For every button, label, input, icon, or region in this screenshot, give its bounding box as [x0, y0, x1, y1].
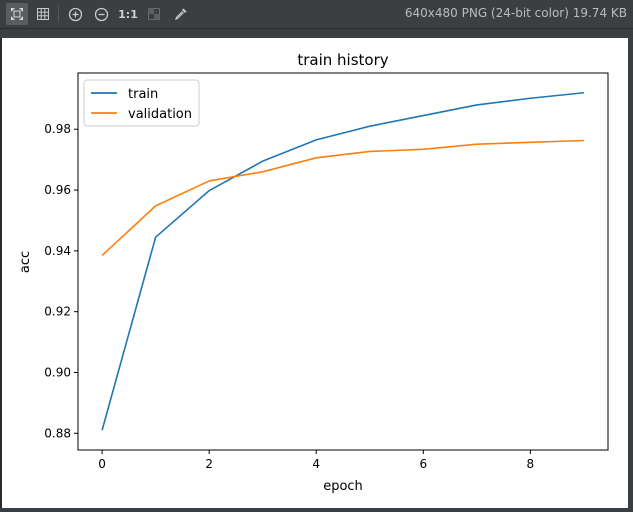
color-picker-icon[interactable] — [170, 3, 192, 25]
axes-frame — [77, 72, 609, 451]
x-axis-label: epoch — [323, 479, 363, 494]
x-tick-label: 2 — [205, 457, 213, 471]
y-tick-label: 0.90 — [44, 365, 71, 379]
legend-box — [83, 79, 200, 127]
fit-to-window-icon[interactable] — [6, 3, 28, 25]
x-tick-label: 4 — [312, 457, 320, 471]
y-tick-label: 0.94 — [44, 244, 71, 258]
image-canvas: train history 0 2 4 6 8 0.88 0.90 0.92 0.94 0.96 0… — [2, 38, 628, 508]
y-axis-label: acc — [18, 251, 33, 273]
y-tick-label: 0.88 — [44, 426, 71, 440]
x-tick-label: 8 — [527, 457, 535, 471]
canvas-border — [0, 38, 2, 508]
axis-ticks: 0 2 4 6 8 0.88 0.90 0.92 0.94 0.96 0.98 — [44, 122, 534, 471]
zoom-out-icon[interactable] — [90, 3, 112, 25]
grid-icon[interactable] — [32, 3, 54, 25]
chart: train history 0 2 4 6 80.880.900.920.940.960… — [2, 38, 628, 508]
actual-size-button[interactable]: 1:1 — [116, 3, 140, 25]
x-tick-label: 0 — [98, 457, 106, 471]
chart-title: train history — [297, 51, 388, 69]
background-toggle-icon[interactable] — [143, 3, 165, 25]
y-tick-label: 0.92 — [44, 305, 71, 319]
y-tick-label: 0.96 — [44, 183, 71, 197]
viewer-toolbar: 1:1 640x480 PNG (24-bit color) 19.74 KB — [0, 0, 633, 29]
toolbar-divider — [58, 6, 59, 22]
series-line-train — [101, 91, 584, 431]
series-lines — [101, 91, 584, 431]
actual-size-label: 1:1 — [118, 7, 138, 21]
y-tick-label: 0.98 — [44, 122, 71, 136]
legend-label: validation — [128, 107, 192, 122]
legend: train validation — [83, 79, 200, 127]
legend-label: train — [128, 87, 158, 102]
image-info: 640x480 PNG (24-bit color) 19.74 KB — [404, 6, 627, 20]
zoom-in-icon[interactable] — [64, 3, 86, 25]
x-tick-label: 6 — [419, 457, 427, 471]
series-line-validation — [101, 139, 584, 257]
